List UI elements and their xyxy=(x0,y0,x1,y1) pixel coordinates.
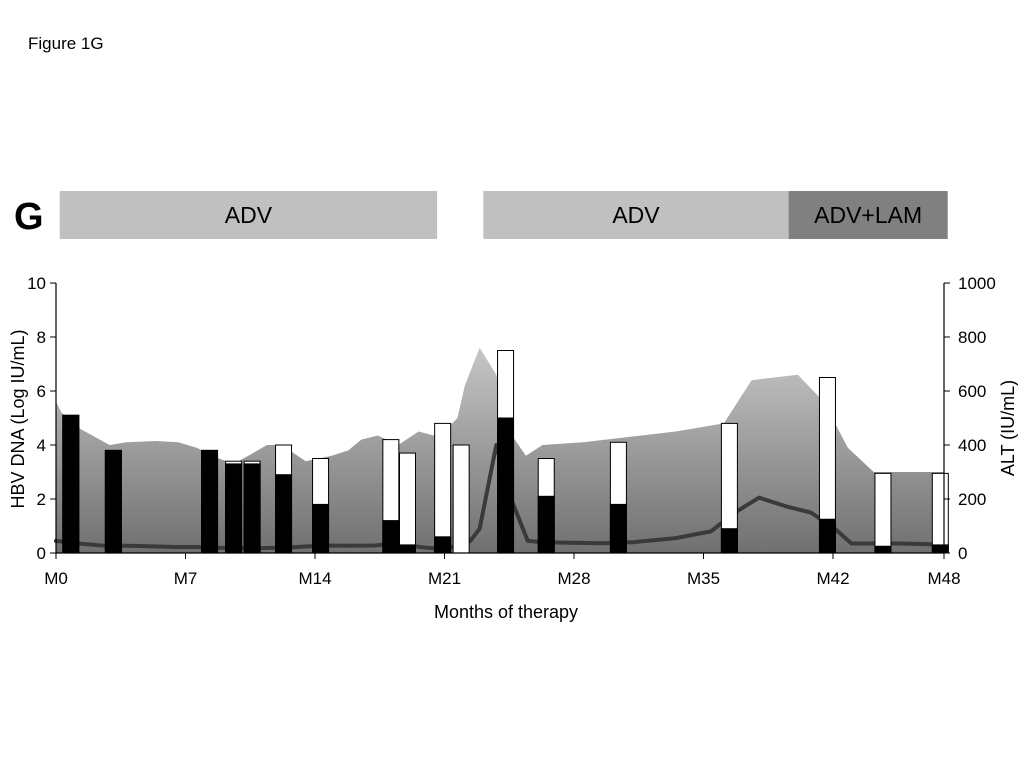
hbv-bar-dark xyxy=(243,463,261,554)
hbv-bar-total xyxy=(931,472,949,554)
x-tick-label: M35 xyxy=(687,569,720,588)
y-left-tick-label: 0 xyxy=(37,544,46,563)
hbv-bar-dark xyxy=(931,544,949,554)
hbv-bar-dark xyxy=(275,474,293,554)
x-tick-label: M7 xyxy=(174,569,198,588)
x-tick-label: M42 xyxy=(816,569,849,588)
y-right-tick-label: 800 xyxy=(958,328,986,347)
hbv-bar xyxy=(818,377,836,554)
hbv-bar-dark xyxy=(609,503,627,554)
hbv-bar-total xyxy=(452,444,470,554)
hbv-bar xyxy=(382,439,400,554)
x-tick-label: M48 xyxy=(927,569,960,588)
hbv-bars-layer xyxy=(62,350,949,554)
x-tick-label: M0 xyxy=(44,569,68,588)
hbv-bar-dark xyxy=(104,449,122,554)
figure-title: Figure 1G xyxy=(28,34,104,53)
hbv-bar-dark xyxy=(62,414,80,554)
y-right-tick-label: 1000 xyxy=(958,274,996,293)
hbv-bar-total xyxy=(434,422,452,554)
hbv-bar-total xyxy=(399,452,416,554)
hbv-bar xyxy=(434,422,452,554)
y-axis-left-label: HBV DNA (Log IU/mL) xyxy=(8,329,28,508)
hbv-bar xyxy=(609,441,627,554)
hbv-bar-dark xyxy=(225,463,243,554)
treatment-bar-2 xyxy=(483,191,789,239)
y-left-tick-label: 4 xyxy=(37,436,46,455)
hbv-bar xyxy=(62,414,80,554)
treatment-label-3: ADV+LAM xyxy=(814,202,922,228)
treatment-bar-3 xyxy=(788,191,948,239)
hbv-bar xyxy=(931,472,949,554)
y-left-tick-label: 2 xyxy=(37,490,46,509)
x-tick-label: M14 xyxy=(298,569,331,588)
hbv-bar xyxy=(312,458,330,554)
axes-layer: 0 2 4 6 8 10 0 200 400 600 800 1000 M0 M7 M14 M21 M28 M35… xyxy=(27,274,996,588)
hbv-bar-dark xyxy=(818,518,836,554)
y-right-tick-label: 400 xyxy=(958,436,986,455)
hbv-bar-dark xyxy=(874,545,892,554)
hbv-bar-dark xyxy=(399,544,416,554)
treatment-label-2: ADV xyxy=(612,202,660,228)
hbv-bar-dark xyxy=(720,528,738,554)
y-left-tick-label: 6 xyxy=(37,382,46,401)
hbv-bar xyxy=(243,460,261,554)
hbv-bar-dark xyxy=(537,495,555,554)
y-axis-right-label: ALT (IU/mL) xyxy=(998,380,1018,476)
treatment-bars: ADV ADV ADV+LAM xyxy=(59,191,948,239)
y-left-tick-label: 8 xyxy=(37,328,46,347)
x-axis-label: Months of therapy xyxy=(434,602,578,622)
treatment-label-1: ADV xyxy=(225,202,273,228)
treatment-bar-1 xyxy=(59,191,438,239)
hbv-bar xyxy=(720,422,738,554)
hbv-bar-dark xyxy=(382,520,400,554)
hbv-bar xyxy=(201,449,219,554)
y-right-tick-label: 0 xyxy=(958,544,967,563)
hbv-bar-total xyxy=(874,472,892,554)
hbv-bar-dark xyxy=(497,417,515,554)
hbv-bar xyxy=(275,444,293,554)
hbv-bar-dark xyxy=(201,449,219,554)
hbv-bar xyxy=(225,460,243,554)
hbv-bar xyxy=(104,449,122,554)
hbv-bar xyxy=(874,472,892,554)
hbv-bar xyxy=(452,444,470,554)
x-tick-label: M21 xyxy=(428,569,461,588)
y-left-tick-label: 10 xyxy=(27,274,46,293)
x-tick-label: M28 xyxy=(557,569,590,588)
hbv-bar-dark xyxy=(434,536,452,554)
hbv-bar xyxy=(537,458,555,554)
hbv-bar xyxy=(497,350,515,554)
hbv-bar-dark xyxy=(312,503,330,554)
hbv-bar xyxy=(399,452,416,554)
y-right-tick-label: 600 xyxy=(958,382,986,401)
panel-letter: G xyxy=(14,196,44,238)
y-right-tick-label: 200 xyxy=(958,490,986,509)
